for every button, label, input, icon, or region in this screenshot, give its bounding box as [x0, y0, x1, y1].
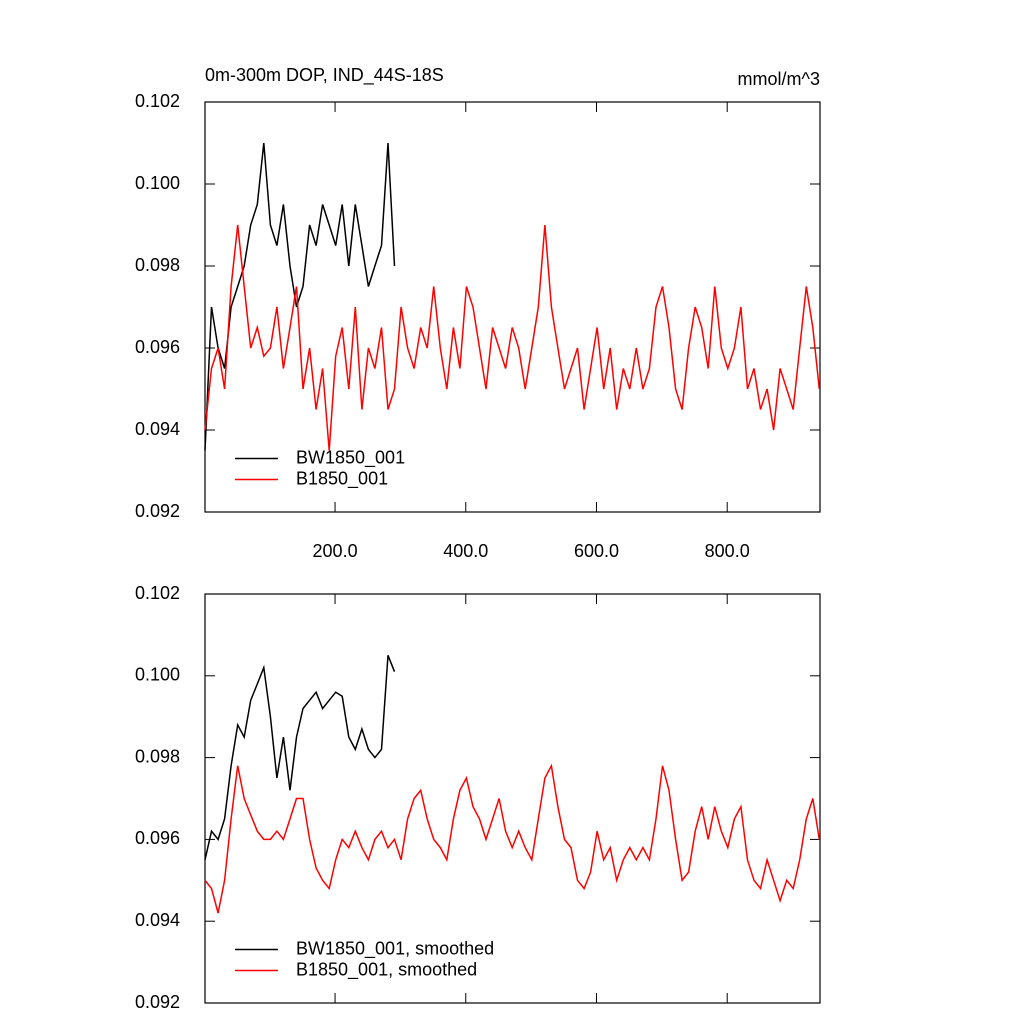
- y-tick-label: 0.100: [135, 173, 180, 193]
- series-line: [204, 224, 821, 451]
- plot-frame: [204, 101, 821, 513]
- y-tick-label: 0.092: [135, 501, 180, 521]
- y-tick-label: 0.092: [135, 992, 180, 1012]
- legend-label: B1850_001, smoothed: [296, 959, 477, 980]
- series-line: [204, 142, 396, 451]
- y-tick-label: 0.094: [135, 419, 180, 439]
- y-tick-label: 0.096: [135, 828, 180, 848]
- x-tick-label: 200.0: [313, 541, 358, 561]
- y-tick-label: 0.094: [135, 910, 180, 930]
- y-tick-label: 0.098: [135, 255, 180, 275]
- x-tick-label: 800.0: [705, 541, 750, 561]
- y-tick-label: 0.102: [135, 583, 180, 603]
- legend-label: B1850_001: [296, 468, 388, 489]
- y-tick-label: 0.102: [135, 91, 180, 111]
- series-line: [204, 655, 396, 860]
- y-tick-label: 0.100: [135, 665, 180, 685]
- plot-frame: [204, 593, 821, 1004]
- y-tick-label: 0.098: [135, 746, 180, 766]
- x-tick-label: 400.0: [443, 541, 488, 561]
- legend-label: BW1850_001, smoothed: [296, 938, 494, 959]
- series-line: [204, 763, 821, 914]
- y-tick-label: 0.096: [135, 337, 180, 357]
- legend-label: BW1850_001: [296, 447, 405, 468]
- chart-title: 0m-300m DOP, IND_44S-18S: [205, 65, 444, 86]
- units-label: mmol/m^3: [738, 69, 820, 89]
- x-tick-label: 600.0: [574, 541, 619, 561]
